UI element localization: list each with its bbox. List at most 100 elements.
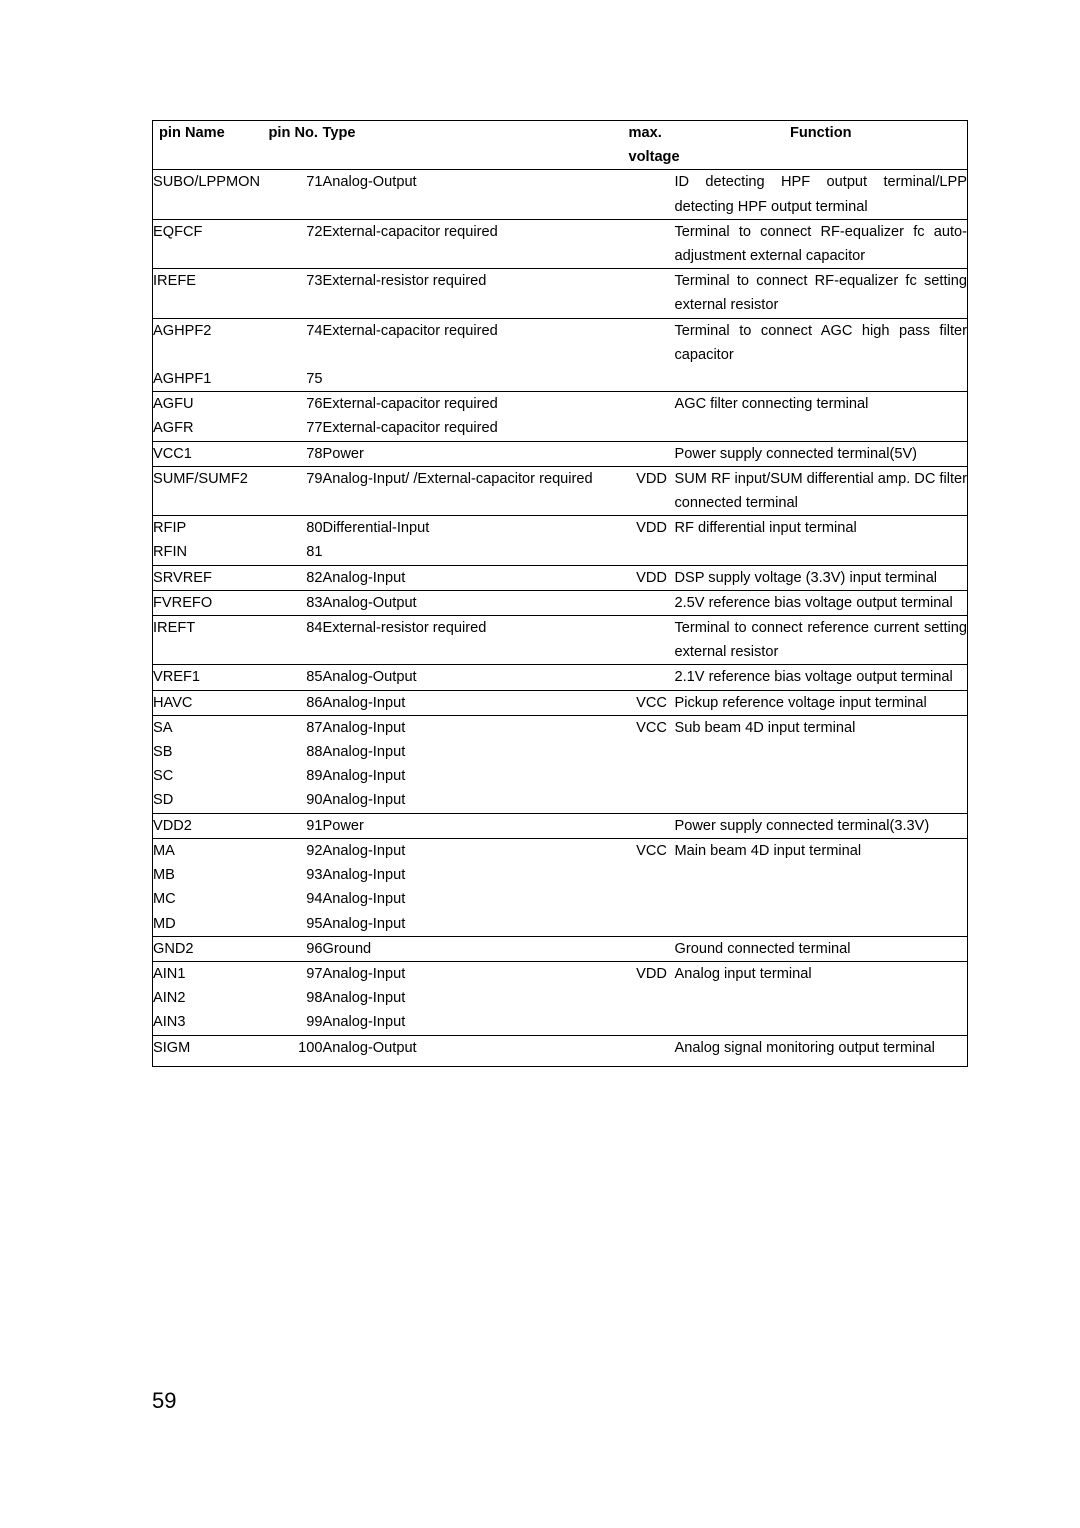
table-row: MC94Analog-Input [153,887,968,911]
cell-name: AIN3 [153,1010,269,1035]
cell-name: SUBO/LPPMON [153,170,269,219]
cell-type: Analog-Output [323,170,629,219]
table-row: SA87Analog-InputVCCSub beam 4D input ter… [153,715,968,740]
cell-mv: VDD [629,516,675,541]
cell-type: Analog-Output [323,1035,629,1066]
table-row: SRVREF82Analog-InputVDDDSP supply voltag… [153,565,968,590]
cell-fn: AGC filter connecting terminal [675,392,968,417]
cell-mv [629,788,675,813]
table-row: AGHPF175 [153,367,968,392]
cell-mv: VCC [629,838,675,863]
cell-name: IREFE [153,269,269,318]
cell-type: Analog-Input [323,764,629,788]
cell-no: 78 [269,441,323,466]
cell-name: SRVREF [153,565,269,590]
cell-no: 82 [269,565,323,590]
cell-fn [675,863,968,887]
cell-no: 86 [269,690,323,715]
cell-fn [675,788,968,813]
cell-type: Analog-Input [323,690,629,715]
cell-name: EQFCF [153,219,269,268]
cell-mv: VDD [629,466,675,515]
cell-type: External-resistor required [323,269,629,318]
cell-mv [629,269,675,318]
cell-type: Power [323,813,629,838]
cell-name: SA [153,715,269,740]
cell-name: HAVC [153,690,269,715]
table-row: RFIP80Differential-InputVDDRF differenti… [153,516,968,541]
cell-no: 75 [269,367,323,392]
cell-mv [629,590,675,615]
table-row: AGFR77External-capacitor required [153,416,968,441]
cell-type: Analog-Input [323,863,629,887]
cell-no: 93 [269,863,323,887]
cell-no: 72 [269,219,323,268]
cell-fn: Terminal to connect RF-equalizer fc auto… [675,219,968,268]
table-row: VDD291PowerPower supply connected termin… [153,813,968,838]
cell-fn [675,740,968,764]
cell-no: 92 [269,838,323,863]
cell-name: SB [153,740,269,764]
cell-type: Power [323,441,629,466]
cell-name: SIGM [153,1035,269,1066]
table-row: SUBO/LPPMON71Analog-OutputID detecting H… [153,170,968,219]
cell-mv [629,170,675,219]
cell-fn: Terminal to connect reference current se… [675,616,968,665]
cell-name: GND2 [153,936,269,961]
cell-mv: VDD [629,961,675,986]
cell-name: SD [153,788,269,813]
cell-name: AGHPF1 [153,367,269,392]
cell-no: 96 [269,936,323,961]
cell-no: 95 [269,912,323,937]
cell-mv [629,813,675,838]
table-row: IREFE73External-resistor required Termina… [153,269,968,318]
cell-mv [629,219,675,268]
cell-name: AGFU [153,392,269,417]
cell-fn: Terminal to connect RF-equalizer fc sett… [675,269,968,318]
table-row: AIN197Analog-InputVDDAnalog input termin… [153,961,968,986]
cell-type [323,367,629,392]
cell-type: Ground [323,936,629,961]
cell-name: MA [153,838,269,863]
cell-no: 81 [269,540,323,565]
cell-name: AGHPF2 [153,318,269,367]
cell-fn [675,1010,968,1035]
cell-name: MB [153,863,269,887]
page-number: 59 [152,1388,176,1414]
cell-fn: Terminal to connect AGC high pass filter… [675,318,968,367]
cell-no: 91 [269,813,323,838]
table-row: SB88Analog-Input [153,740,968,764]
cell-fn [675,367,968,392]
table-row: SUMF/SUMF279Analog-Input/ /External-capa… [153,466,968,515]
cell-no: 73 [269,269,323,318]
cell-mv: VDD [629,565,675,590]
cell-mv [629,912,675,937]
cell-name: AIN2 [153,986,269,1010]
cell-mv [629,887,675,911]
cell-no: 76 [269,392,323,417]
cell-name: AGFR [153,416,269,441]
cell-mv [629,936,675,961]
cell-name: SUMF/SUMF2 [153,466,269,515]
cell-no: 74 [269,318,323,367]
cell-type [323,540,629,565]
cell-fn: Ground connected terminal [675,936,968,961]
cell-mv [629,986,675,1010]
cell-fn: Analog input terminal [675,961,968,986]
hdr-type: Type [323,121,629,170]
table-row: GND296Ground Ground connected terminal [153,936,968,961]
cell-fn: Analog signal monitoring output terminal [675,1035,968,1066]
cell-no: 89 [269,764,323,788]
table-row: VREF185Analog-Output2.1V reference bias … [153,665,968,690]
cell-type: External-resistor required [323,616,629,665]
cell-fn: 2.5V reference bias voltage output termi… [675,590,968,615]
cell-type: Analog-Input [323,986,629,1010]
hdr-name: pin Name [153,121,269,170]
cell-mv [629,1010,675,1035]
table-row: AIN298Analog-Input [153,986,968,1010]
cell-mv [629,764,675,788]
cell-fn [675,764,968,788]
cell-type: Analog-Input/ /External-capacitor requir… [323,466,629,515]
cell-type: Differential-Input [323,516,629,541]
cell-mv [629,863,675,887]
